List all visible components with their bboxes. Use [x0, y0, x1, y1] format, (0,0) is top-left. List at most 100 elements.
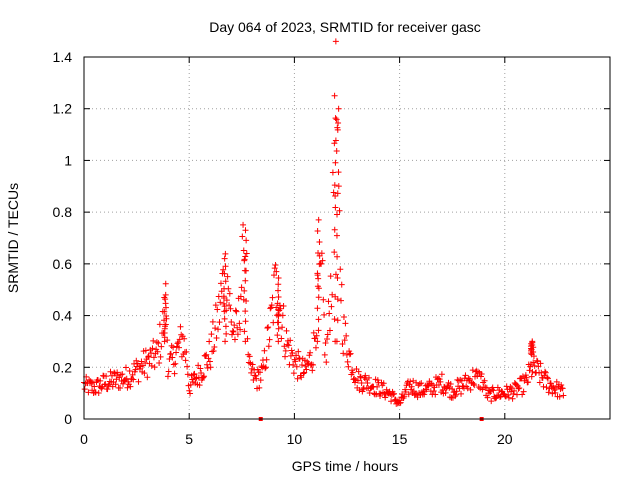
- data-point: [237, 326, 244, 333]
- data-point: [242, 338, 249, 345]
- data-point: [407, 378, 414, 385]
- data-point: [246, 353, 253, 360]
- data-point: [283, 327, 290, 334]
- data-point: [129, 371, 136, 378]
- data-point: [221, 308, 228, 315]
- data-point: [522, 372, 529, 379]
- data-point: [469, 367, 476, 374]
- data-point: [221, 285, 228, 292]
- data-point: [88, 380, 95, 387]
- data-point: [332, 193, 339, 200]
- data-point: [279, 324, 286, 331]
- data-point: [298, 361, 305, 368]
- data-point: [467, 386, 474, 393]
- data-point: [237, 293, 244, 300]
- data-point: [358, 380, 365, 387]
- data-point: [438, 371, 445, 378]
- data-point: [91, 383, 98, 390]
- y-tick-label: 0.6: [53, 256, 73, 272]
- data-point: [494, 384, 501, 391]
- data-point: [221, 270, 228, 277]
- data-point: [325, 298, 332, 305]
- data-point: [343, 332, 350, 339]
- data-point: [222, 338, 229, 345]
- data-point: [475, 383, 482, 390]
- data-point: [144, 374, 151, 381]
- data-point: [470, 380, 477, 387]
- x-tick-label: 15: [392, 431, 408, 447]
- data-point: [275, 325, 282, 332]
- y-axis-label: SRMTID / TECUs: [5, 183, 21, 293]
- data-point: [528, 373, 535, 380]
- data-point: [275, 319, 282, 326]
- data-point: [241, 257, 248, 264]
- data-point: [278, 335, 285, 342]
- data-point: [240, 221, 247, 228]
- data-point: [324, 335, 331, 342]
- data-point: [195, 362, 202, 369]
- data-point: [130, 376, 137, 383]
- data-point: [257, 377, 264, 384]
- data-point: [471, 382, 478, 389]
- data-point: [226, 290, 233, 297]
- data-point: [351, 375, 358, 382]
- data-point: [114, 369, 121, 376]
- data-point: [241, 267, 248, 274]
- data-point: [307, 349, 314, 356]
- data-point: [541, 368, 548, 375]
- data-point: [536, 379, 543, 386]
- y-tick-label: 0.2: [53, 359, 73, 375]
- data-point: [374, 377, 381, 384]
- data-point: [462, 372, 469, 379]
- data-point: [212, 302, 219, 309]
- data-point: [287, 352, 294, 359]
- grid: [84, 57, 610, 419]
- data-point: [447, 380, 454, 387]
- data-point: [527, 350, 534, 357]
- data-point: [256, 384, 263, 391]
- data-point: [542, 369, 549, 376]
- data-point: [186, 387, 193, 394]
- data-point: [505, 394, 512, 401]
- data-point: [331, 226, 338, 233]
- data-point: [430, 387, 437, 394]
- data-point: [552, 389, 559, 396]
- data-point: [164, 373, 171, 380]
- data-point: [315, 250, 322, 257]
- data-point: [314, 227, 321, 234]
- data-point: [156, 321, 163, 328]
- data-point: [545, 389, 552, 396]
- data-point: [391, 390, 398, 397]
- data-point: [184, 363, 191, 370]
- data-point: [161, 308, 168, 315]
- data-point: [236, 320, 243, 327]
- data-point: [336, 207, 343, 214]
- data-point: [230, 328, 237, 335]
- data-point: [274, 332, 281, 339]
- y-tick-label: 1: [64, 152, 72, 168]
- data-point: [401, 393, 408, 400]
- data-point: [474, 368, 481, 375]
- data-point: [293, 363, 300, 370]
- data-point: [177, 323, 184, 330]
- data-point: [525, 379, 532, 386]
- data-point: [221, 315, 228, 322]
- data-point: [239, 233, 246, 240]
- data-point: [200, 374, 207, 381]
- data-point: [446, 394, 453, 401]
- data-point: [408, 383, 415, 390]
- data-point: [421, 391, 428, 398]
- data-point: [509, 395, 516, 402]
- data-point: [138, 358, 145, 365]
- data-point: [241, 328, 248, 335]
- data-point: [272, 261, 279, 268]
- x-tick-label: 5: [185, 431, 193, 447]
- data-point: [310, 361, 317, 368]
- data-point: [267, 305, 274, 312]
- y-axis: 0 0.2 0.4 0.6 0.8 1 1.2 1.4: [53, 49, 610, 427]
- data-point: [516, 385, 523, 392]
- data-point: [174, 340, 181, 347]
- data-point: [346, 351, 353, 358]
- data-point: [248, 369, 255, 376]
- data-point: [132, 366, 139, 373]
